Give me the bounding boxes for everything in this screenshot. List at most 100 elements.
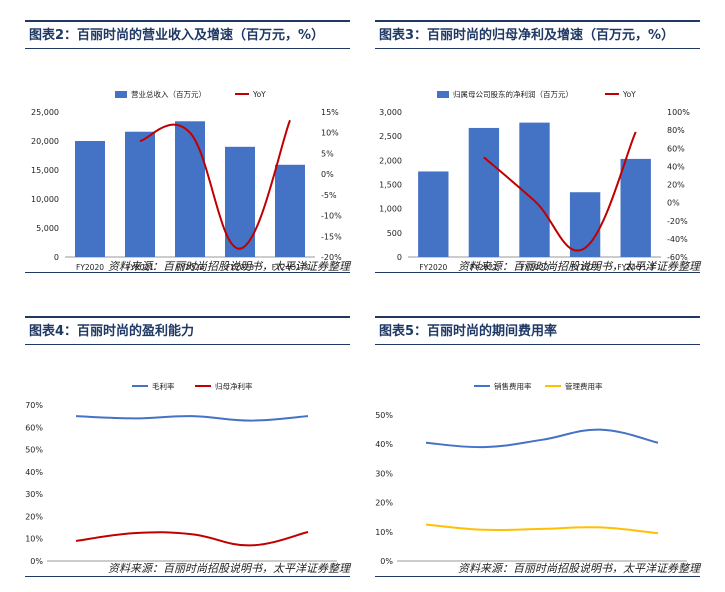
legend-label: 归母净利率	[215, 381, 253, 391]
series-line	[75, 415, 309, 422]
y-right-tick-label: 20%	[667, 181, 685, 190]
y-tick-label: 20%	[25, 512, 43, 521]
chart-source: 资料来源：百丽时尚招股说明书，太平洋证券整理	[108, 260, 350, 273]
title-rule-top	[25, 316, 350, 318]
source-rule	[375, 272, 700, 273]
x-tick-label: FY24Q1-3	[272, 263, 309, 270]
y-tick-label: 70%	[25, 401, 43, 410]
source-rule	[25, 576, 350, 577]
title-rule-top	[375, 20, 700, 22]
bar	[418, 171, 449, 257]
source-rule	[375, 576, 700, 577]
y-right-tick-label: 5%	[321, 149, 334, 158]
chart-title: 图表2：百丽时尚的营业收入及增速（百万元，%）	[29, 28, 325, 43]
bar	[175, 121, 205, 257]
y-right-tick-label: -60%	[667, 253, 688, 262]
y-right-tick-label: 80%	[667, 126, 685, 135]
net-profit-chart: 0 500 1,000 1,500 2,000 2,500 3,000 -60% -40% -20…	[379, 89, 690, 270]
legend-label: 管理费用率	[565, 381, 603, 391]
source-rule	[25, 272, 350, 273]
legend-swatch-bar	[115, 91, 127, 98]
series-line	[425, 523, 659, 535]
chart-title: 图表5：百丽时尚的期间费用率	[379, 324, 558, 339]
legend-swatch-bar	[437, 91, 449, 98]
y-right-tick-label: 0%	[321, 170, 334, 179]
title-rule-top	[25, 20, 350, 22]
chart-title: 图表3：百丽时尚的归母净利及增速（百万元，%）	[379, 28, 675, 43]
bar	[620, 158, 651, 257]
y-right-tick-label: 10%	[321, 129, 339, 138]
title-rule-bottom	[375, 344, 700, 345]
y-left-tick-label: 3,000	[379, 108, 402, 117]
y-left-tick-label: 15,000	[31, 166, 59, 175]
y-right-tick-label: -15%	[321, 232, 342, 241]
chart-panel-expense-ratio: 图表5：百丽时尚的期间费用率 0%10%20%30%40%50%FY2020FY…	[375, 316, 700, 577]
y-right-tick-label: -40%	[667, 235, 688, 244]
chart-source: 资料来源：百丽时尚招股说明书，太平洋证券整理	[458, 260, 700, 273]
yoy-line	[139, 119, 291, 250]
legend-label: YoY	[252, 90, 266, 99]
y-right-tick-label: -10%	[321, 212, 342, 221]
y-tick-label: 30%	[25, 490, 43, 499]
series-line	[425, 428, 659, 449]
title-rule-top	[375, 316, 700, 318]
y-right-tick-label: 0%	[667, 199, 680, 208]
y-tick-label: 10%	[375, 528, 393, 537]
chart-source: 资料来源：百丽时尚招股说明书，太平洋证券整理	[458, 562, 700, 575]
y-left-tick-label: 0	[397, 253, 402, 262]
bar	[75, 141, 105, 257]
x-tick-label: FY2022	[176, 263, 204, 270]
bar	[468, 127, 500, 257]
expense-ratio-chart: 0%10%20%30%40%50%FY2020FY2021FY2022FY202…	[375, 381, 687, 566]
y-right-tick-label: 60%	[667, 144, 685, 153]
y-right-tick-label: 15%	[321, 108, 339, 117]
y-left-tick-label: 25,000	[31, 108, 59, 117]
x-tick-label: FY2020	[419, 263, 447, 270]
x-tick-label: FY2023	[571, 263, 599, 270]
chart-title: 图表4：百丽时尚的盈利能力	[29, 324, 195, 339]
legend-label: 营业总收入（百万元）	[131, 89, 206, 99]
title-rule-bottom	[25, 344, 350, 345]
legend-label: YoY	[622, 90, 636, 99]
yoy-line	[483, 131, 637, 252]
y-tick-label: 40%	[375, 440, 393, 449]
y-right-tick-label: -5%	[321, 191, 337, 200]
y-tick-label: 40%	[25, 468, 43, 477]
y-right-tick-label: 40%	[667, 162, 685, 171]
chart-panel-net-profit: 图表3：百丽时尚的归母净利及增速（百万元，%） 0 500 1,000 1,500 2,…	[375, 20, 700, 280]
y-left-tick-label: 1,000	[379, 205, 402, 214]
x-tick-label: FY2020	[76, 263, 104, 270]
y-tick-label: 50%	[25, 446, 43, 455]
bar	[125, 131, 155, 257]
x-tick-label: FY2021	[470, 263, 498, 270]
revenue-chart: 0 5,000 10,000 15,000 20,000 25,000 -20% -15% -1…	[31, 89, 342, 270]
bar	[569, 192, 601, 257]
x-tick-label: FY2023	[226, 263, 254, 270]
y-tick-label: 0%	[30, 557, 43, 566]
y-tick-label: 30%	[375, 469, 393, 478]
y-left-tick-label: 0	[54, 253, 59, 262]
x-tick-label: FY2022	[521, 263, 549, 270]
title-rule-bottom	[375, 48, 700, 49]
legend-label: 毛利率	[152, 381, 175, 391]
series-line	[75, 531, 309, 547]
y-left-tick-label: 2,000	[379, 156, 402, 165]
bar	[275, 164, 305, 257]
x-tick-label: FY2021	[126, 263, 154, 270]
legend-label: 销售费用率	[494, 381, 532, 391]
legend-label: 归属母公司股东的净利润（百万元）	[453, 89, 573, 99]
bar	[519, 122, 550, 257]
y-right-tick-label: 100%	[667, 108, 690, 117]
y-right-tick-label: -20%	[667, 217, 688, 226]
y-tick-label: 10%	[25, 535, 43, 544]
chart-panel-revenue: 图表2：百丽时尚的营业收入及增速（百万元，%） 0 5,000 10,000 15,0…	[25, 20, 350, 280]
x-tick-label: FY24Q1-3	[617, 263, 654, 270]
chart-source: 资料来源：百丽时尚招股说明书，太平洋证券整理	[108, 562, 350, 575]
y-left-tick-label: 2,500	[379, 132, 402, 141]
y-tick-label: 0%	[380, 557, 393, 566]
y-left-tick-label: 1,500	[379, 181, 402, 190]
y-right-tick-label: -20%	[321, 253, 342, 262]
chart-panel-profitability: 图表4：百丽时尚的盈利能力 0%10%20%30%40%50%60%70%FY2…	[25, 316, 350, 577]
title-rule-bottom	[25, 48, 350, 49]
y-left-tick-label: 5,000	[36, 224, 59, 233]
